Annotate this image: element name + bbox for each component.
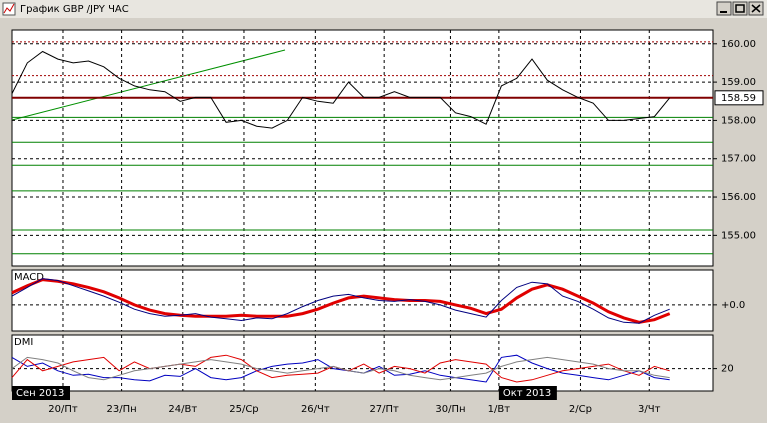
x-tick-label: 23/Пн bbox=[107, 404, 137, 415]
dmi-title: DMI bbox=[14, 337, 33, 348]
x-tick-label: 30/Пн bbox=[435, 404, 465, 415]
window-icon-graph bbox=[3, 3, 15, 14]
series-line bbox=[11, 50, 671, 129]
close-glyph bbox=[751, 4, 761, 13]
series-line bbox=[11, 354, 670, 383]
y-tick-label: 20 bbox=[721, 364, 734, 375]
y-tick-label: 159.00 bbox=[721, 77, 756, 88]
window-icon bbox=[2, 2, 16, 16]
window-buttons[interactable] bbox=[716, 1, 764, 16]
last-price-label: 158.59 bbox=[721, 93, 756, 104]
month-label-box bbox=[498, 386, 557, 400]
month-label: Окт 2013 bbox=[503, 388, 551, 399]
minimize-button[interactable] bbox=[716, 1, 732, 16]
x-tick-label: 1/Вт bbox=[488, 404, 511, 415]
x-tick-label: 27/Пт bbox=[369, 404, 399, 415]
x-tick-label: 24/Вт bbox=[168, 404, 197, 415]
y-tick-label: 157.00 bbox=[721, 154, 756, 165]
x-tick-label: 26/Чт bbox=[301, 404, 330, 415]
y-tick-label: 158.00 bbox=[721, 115, 756, 126]
y-tick-label: 156.00 bbox=[721, 192, 756, 203]
x-tick-label: 3/Чт bbox=[638, 404, 661, 415]
window-title: График GBP /JPY ЧАС bbox=[20, 4, 129, 15]
series-line bbox=[11, 278, 670, 324]
last-price-box bbox=[714, 90, 764, 106]
macd-title: MACD bbox=[14, 272, 44, 283]
trend-line bbox=[11, 49, 286, 121]
month-label-box bbox=[12, 386, 70, 400]
y-tick-label: +0.0 bbox=[721, 300, 745, 311]
macd-panel bbox=[11, 269, 714, 332]
month-label: Сен 2013 bbox=[16, 388, 64, 399]
y-tick-label: 155.00 bbox=[721, 230, 756, 241]
series-line bbox=[11, 278, 671, 324]
x-tick-label: 20/Пт bbox=[48, 404, 78, 415]
maximize-button[interactable] bbox=[732, 1, 748, 16]
maximize-glyph bbox=[735, 4, 745, 13]
title-bar bbox=[0, 0, 767, 18]
y-tick-label: 160.00 bbox=[721, 39, 756, 50]
x-tick-label: 2/Ср bbox=[569, 404, 592, 415]
dmi-panel bbox=[11, 334, 714, 392]
series-line bbox=[11, 356, 670, 381]
x-tick-label: 25/Ср bbox=[229, 404, 258, 415]
price-panel bbox=[11, 29, 714, 267]
